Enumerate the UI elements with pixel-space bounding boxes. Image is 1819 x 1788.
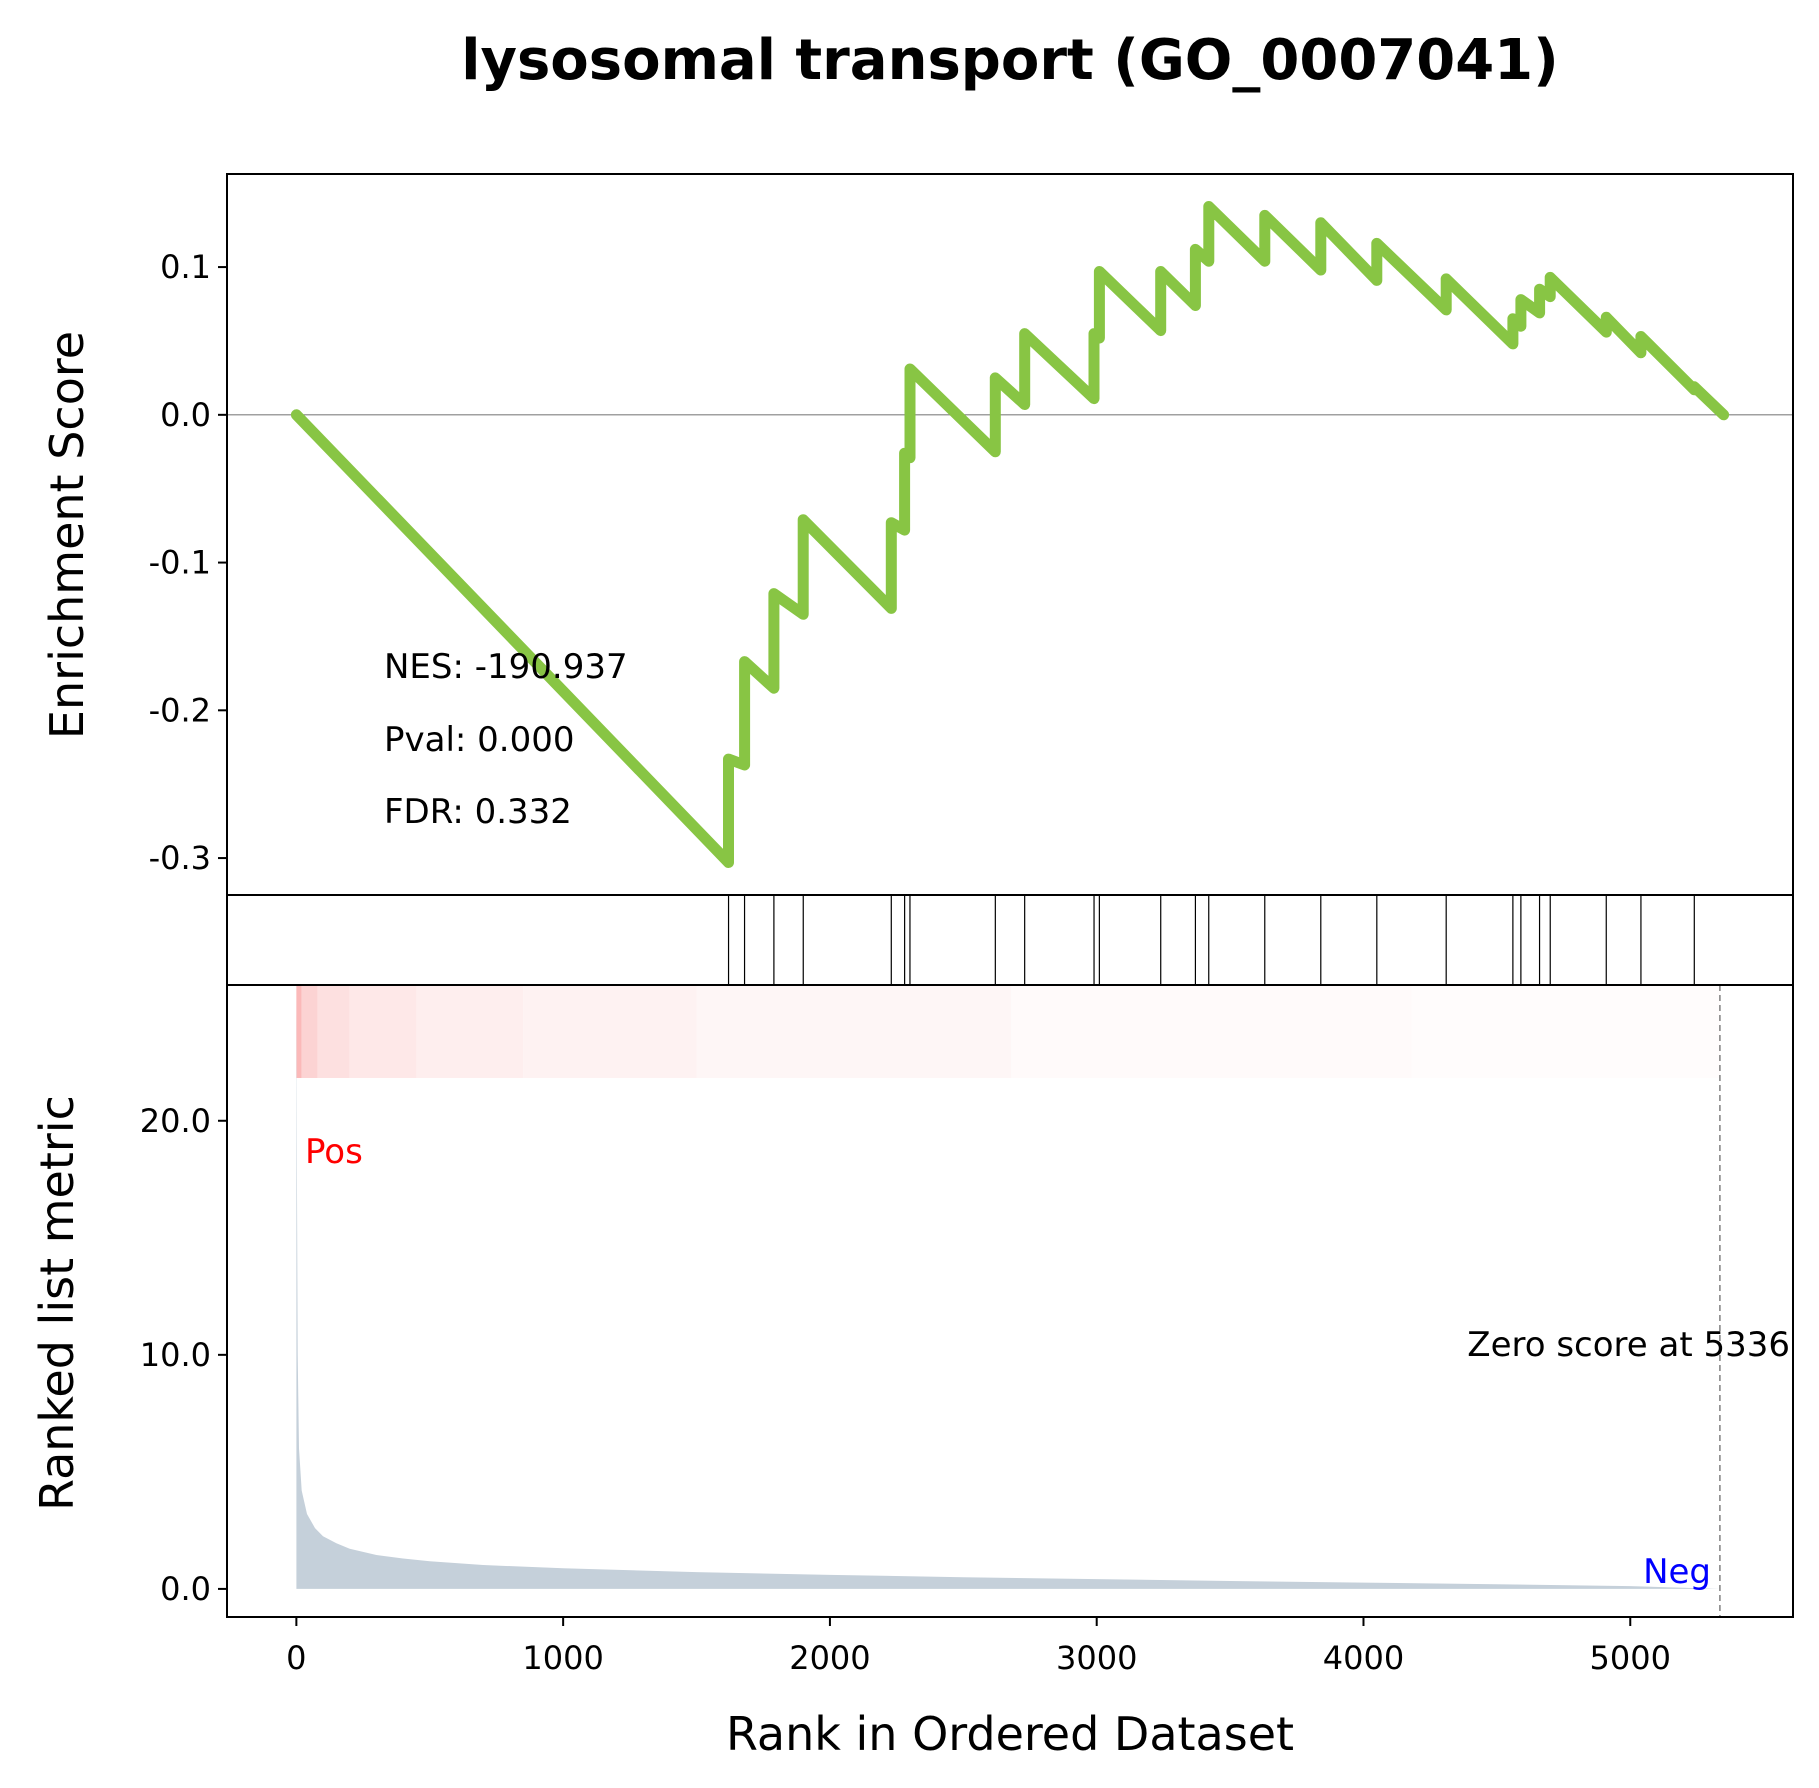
- nes-annotation: NES: -190.937: [384, 647, 628, 687]
- es-y-tick-label: 0.1: [160, 248, 211, 286]
- heat-band: [1411, 985, 1720, 1078]
- hits-panel-frame: [226, 894, 1794, 986]
- rank-y-axis-title: Ranked list metric: [30, 1095, 84, 1511]
- hits-panel: [226, 894, 1794, 986]
- heat-band: [349, 985, 417, 1078]
- x-tick-label: 1000: [522, 1639, 603, 1677]
- rank-y-axis: 20.0 10.0 0.0: [140, 1102, 227, 1608]
- es-y-tick-label: 0.0: [160, 396, 211, 434]
- pos-label: Pos: [305, 1132, 363, 1172]
- heat-band: [1011, 985, 1412, 1078]
- neg-label: Neg: [1643, 1552, 1711, 1592]
- heat-band: [301, 985, 318, 1078]
- chart-title: lysosomal transport (GO_0007041): [461, 28, 1558, 93]
- rank-panel: 20.0 10.0 0.0 Pos Neg Zero score at 5336: [140, 984, 1794, 1618]
- x-tick-label: 0: [286, 1639, 306, 1677]
- x-axis: 0 1000 2000 3000 4000 5000: [286, 1617, 1671, 1677]
- heat-band: [523, 985, 697, 1078]
- x-axis-title: Rank in Ordered Dataset: [726, 1707, 1294, 1761]
- rank-y-tick-label: 20.0: [140, 1102, 211, 1140]
- x-tick-label: 2000: [789, 1639, 870, 1677]
- es-curve-line: [290, 201, 1730, 868]
- rank-heatmap-bar: [296, 985, 1720, 1078]
- rank-y-tick-label: 0.0: [160, 1570, 211, 1608]
- es-y-axis-title: Enrichment Score: [40, 331, 94, 739]
- x-tick-label: 3000: [1056, 1639, 1137, 1677]
- es-panel: 0.1 0.0 -0.1 -0.2 -0.3 NES: -190.937 Pval: 0…: [149, 173, 1794, 896]
- rank-panel-frame: [226, 984, 1794, 1618]
- hit-lines: [727, 895, 1695, 985]
- heat-band: [696, 985, 1012, 1078]
- es-y-tick-label: -0.1: [149, 544, 211, 582]
- x-tick-label: 4000: [1323, 1639, 1404, 1677]
- rank-y-tick-label: 10.0: [140, 1336, 211, 1374]
- x-tick-label: 5000: [1590, 1639, 1671, 1677]
- heat-band: [296, 985, 302, 1078]
- ranked-metric-area: [296, 992, 1720, 1589]
- pval-annotation: Pval: 0.000: [384, 720, 575, 760]
- es-y-axis: 0.1 0.0 -0.1 -0.2 -0.3: [149, 248, 227, 877]
- heat-band: [317, 985, 350, 1078]
- heat-band: [416, 985, 524, 1078]
- es-y-tick-label: -0.3: [149, 839, 211, 877]
- zero-score-label: Zero score at 5336: [1467, 1325, 1790, 1365]
- es-y-tick-label: -0.2: [149, 691, 211, 729]
- fdr-annotation: FDR: 0.332: [384, 792, 572, 832]
